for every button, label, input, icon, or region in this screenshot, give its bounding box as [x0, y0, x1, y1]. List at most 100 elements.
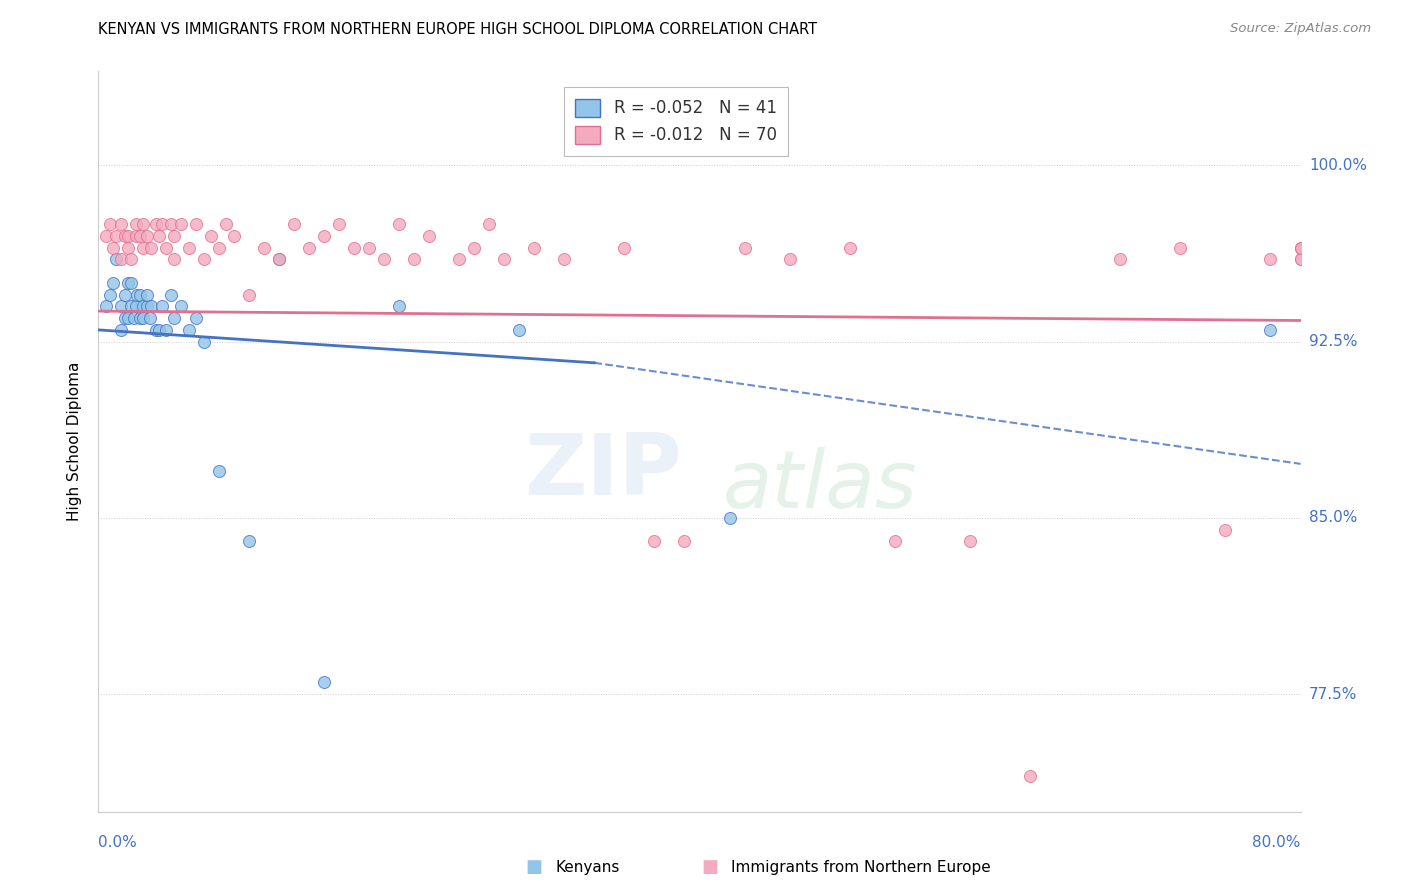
Point: [883, 534, 905, 549]
Point: [267, 252, 290, 267]
Point: [357, 241, 380, 255]
Point: [105, 228, 128, 243]
Point: [129, 287, 152, 301]
Point: [463, 241, 485, 255]
Legend: R = -0.052   N = 41, R = -0.012   N = 70: R = -0.052 N = 41, R = -0.012 N = 70: [564, 87, 789, 156]
Point: [779, 252, 801, 267]
Text: 85.0%: 85.0%: [1309, 510, 1357, 525]
Point: [125, 299, 148, 313]
Text: 77.5%: 77.5%: [1309, 687, 1357, 702]
Text: 92.5%: 92.5%: [1309, 334, 1357, 349]
Point: [100, 217, 122, 231]
Point: [94, 228, 117, 243]
Point: [127, 287, 149, 301]
Point: [184, 311, 207, 326]
Point: [643, 534, 665, 549]
Point: [117, 241, 139, 255]
Point: [148, 228, 170, 243]
Point: [155, 323, 177, 337]
Point: [1289, 252, 1312, 267]
Point: [673, 534, 696, 549]
Point: [125, 228, 148, 243]
Point: [1109, 252, 1132, 267]
Point: [613, 241, 636, 255]
Point: [114, 228, 136, 243]
Point: [1260, 323, 1282, 337]
Point: [135, 287, 157, 301]
Point: [312, 228, 335, 243]
Point: [267, 252, 290, 267]
Text: ZIP: ZIP: [524, 430, 682, 513]
Point: [283, 217, 305, 231]
Point: [129, 311, 152, 326]
Point: [328, 217, 350, 231]
Y-axis label: High School Diploma: High School Diploma: [67, 362, 83, 521]
Point: [103, 241, 125, 255]
Point: [110, 252, 132, 267]
Point: [418, 228, 440, 243]
Point: [838, 241, 860, 255]
Point: [145, 217, 167, 231]
Point: [121, 252, 143, 267]
Point: [1289, 241, 1312, 255]
Point: [200, 228, 222, 243]
Text: 100.0%: 100.0%: [1309, 158, 1367, 173]
Text: Source: ZipAtlas.com: Source: ZipAtlas.com: [1230, 22, 1371, 36]
Point: [193, 334, 215, 349]
Point: [253, 241, 276, 255]
Point: [129, 228, 152, 243]
Point: [138, 311, 160, 326]
Point: [139, 299, 162, 313]
Point: [177, 323, 200, 337]
Point: [222, 228, 245, 243]
Point: [132, 311, 155, 326]
Point: [177, 241, 200, 255]
Point: [1170, 241, 1192, 255]
Point: [155, 241, 177, 255]
Point: [159, 287, 181, 301]
Point: [117, 228, 139, 243]
Point: [215, 217, 238, 231]
Text: atlas: atlas: [723, 447, 917, 525]
Point: [150, 299, 173, 313]
Point: [1215, 523, 1237, 537]
Point: [132, 217, 155, 231]
Point: [373, 252, 395, 267]
Point: [1019, 769, 1042, 783]
Point: [1289, 241, 1312, 255]
Point: [162, 252, 184, 267]
Text: 0.0%: 0.0%: [98, 836, 138, 850]
Point: [734, 241, 756, 255]
Point: [184, 217, 207, 231]
Point: [110, 217, 132, 231]
Point: [114, 287, 136, 301]
Point: [478, 217, 501, 231]
Point: [402, 252, 425, 267]
Point: [1260, 252, 1282, 267]
Point: [718, 511, 741, 525]
Point: [114, 311, 136, 326]
Text: Immigrants from Northern Europe: Immigrants from Northern Europe: [731, 860, 991, 874]
Point: [388, 217, 411, 231]
Point: [523, 241, 546, 255]
Point: [162, 228, 184, 243]
Point: [312, 675, 335, 690]
Point: [124, 311, 146, 326]
Point: [238, 534, 260, 549]
Point: [238, 287, 260, 301]
Point: [193, 252, 215, 267]
Point: [121, 276, 143, 290]
Point: [159, 217, 181, 231]
Point: [100, 287, 122, 301]
Point: [1289, 252, 1312, 267]
Text: KENYAN VS IMMIGRANTS FROM NORTHERN EUROPE HIGH SCHOOL DIPLOMA CORRELATION CHART: KENYAN VS IMMIGRANTS FROM NORTHERN EUROP…: [98, 22, 817, 37]
Text: Kenyans: Kenyans: [555, 860, 620, 874]
Point: [125, 217, 148, 231]
Point: [105, 252, 128, 267]
Point: [94, 299, 117, 313]
Point: [117, 276, 139, 290]
Text: 80.0%: 80.0%: [1253, 836, 1301, 850]
Point: [494, 252, 516, 267]
Point: [132, 299, 155, 313]
Point: [135, 299, 157, 313]
